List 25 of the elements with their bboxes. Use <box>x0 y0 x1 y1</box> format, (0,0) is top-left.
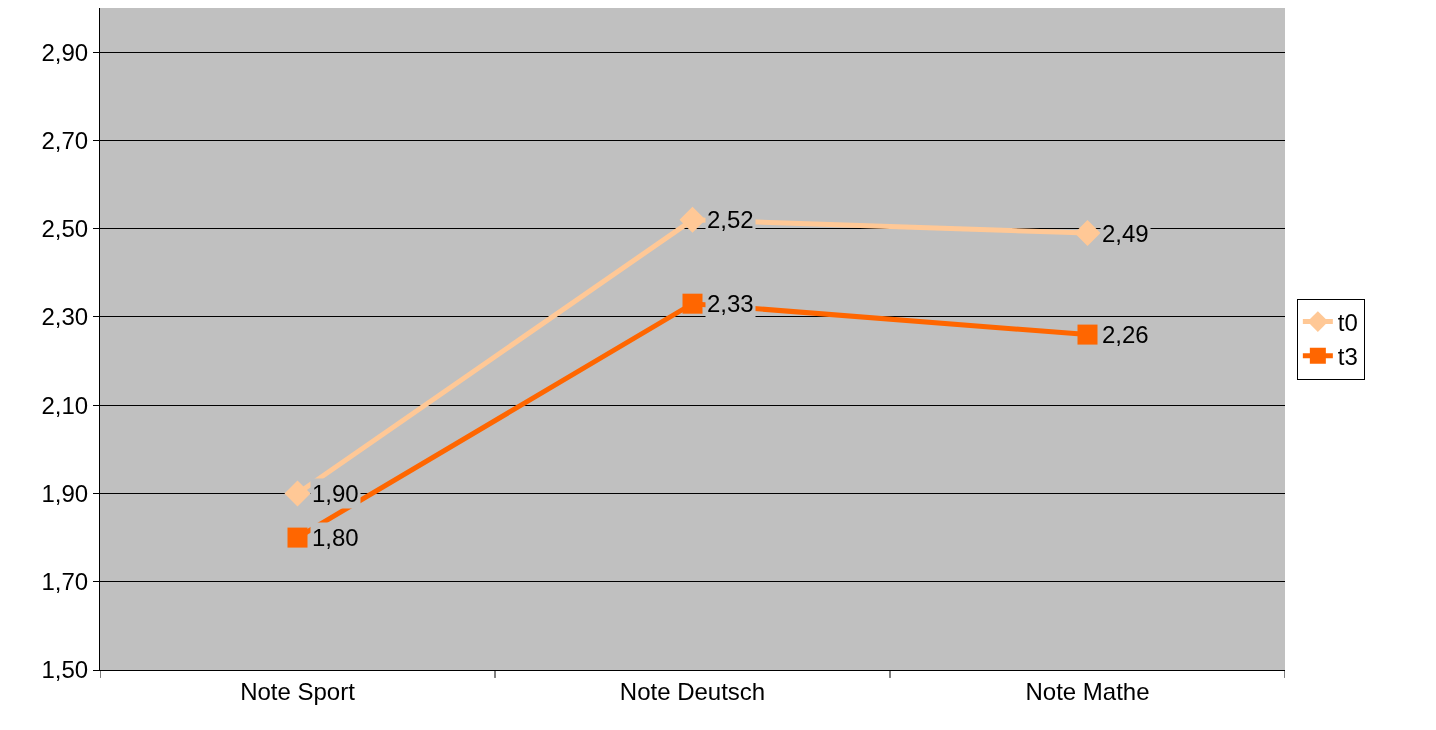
point <box>1077 324 1098 345</box>
data-label: 2,52 <box>707 206 754 233</box>
point <box>284 480 311 507</box>
data-label: 2,33 <box>707 290 754 317</box>
y-tick-label: 2,30 <box>41 303 89 331</box>
y-tick-label: 2,10 <box>41 391 89 419</box>
y-tick-label: 1,70 <box>41 568 89 596</box>
x-tick-label: Note Mathe <box>1025 677 1150 705</box>
legend-label: t3 <box>1337 343 1358 371</box>
y-tick-label: 1,50 <box>41 656 89 684</box>
y-tick-label: 1,90 <box>41 479 89 507</box>
point <box>679 206 706 233</box>
y-tick-label: 2,50 <box>41 215 89 243</box>
y-tick-label: 2,70 <box>41 126 89 154</box>
point <box>682 293 703 314</box>
y-tick-label: 2,90 <box>41 38 89 66</box>
data-label: 2,26 <box>1102 321 1149 348</box>
data-label: 1,80 <box>312 524 359 551</box>
point <box>1074 220 1101 247</box>
point <box>287 527 308 548</box>
data-label: 2,49 <box>1102 220 1149 247</box>
legend-label: t0 <box>1337 308 1358 336</box>
x-tick-label: Note Deutsch <box>619 677 766 705</box>
data-label: 1,90 <box>312 480 359 507</box>
x-tick-label: Note Sport <box>240 677 356 705</box>
